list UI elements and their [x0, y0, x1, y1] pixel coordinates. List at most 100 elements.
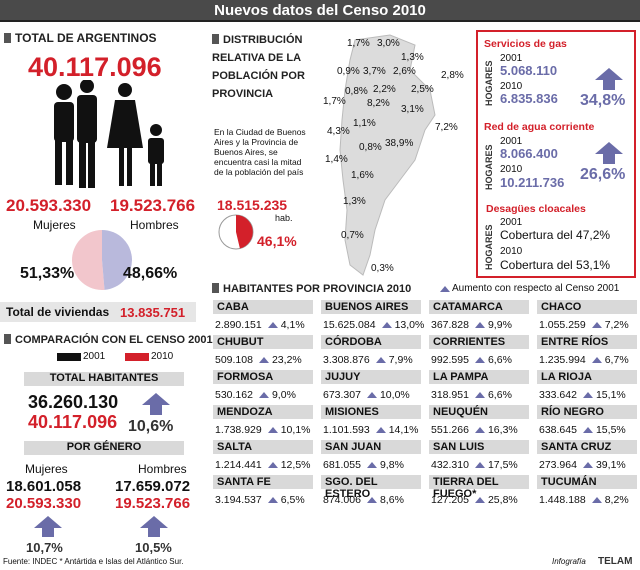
province-value: 992.595	[431, 354, 469, 366]
increase-arrow-icon	[366, 462, 377, 468]
mujeres-2010: 20.593.330	[6, 495, 82, 512]
province-name: RÍO NEGRO	[537, 405, 637, 419]
map-pct-label: 38,9%	[385, 138, 414, 149]
province-pct: 6,7%	[604, 354, 629, 366]
province-row: 1.101.593 14,1%	[323, 423, 423, 437]
gas-year-2001: 2001	[500, 53, 523, 64]
province-row: 273.964 39,1%	[539, 458, 639, 472]
cloacas-year-2010: 2010	[500, 246, 523, 257]
province-pct: 12,5%	[280, 459, 311, 471]
province-row: 1.738.929 10,1%	[215, 423, 315, 437]
map-pct-label: 3,1%	[401, 104, 424, 115]
province-row: 1.235.994 6,7%	[539, 353, 639, 367]
cloacas-2010: Cobertura del 53,1%	[500, 258, 611, 272]
province-row: 551.266 16,3%	[431, 423, 531, 437]
increase-arrow-icon	[474, 357, 485, 363]
distribucion-value: 18.515.235	[217, 197, 288, 213]
increase-arrow-icon	[591, 357, 602, 363]
province-row: 1.214.441 12,5%	[215, 458, 315, 472]
province-name: CHUBUT	[213, 335, 313, 349]
province-pct: 16,3%	[487, 424, 518, 436]
province-pct: 9,0%	[271, 389, 296, 401]
province-value: 2.890.151	[215, 319, 262, 331]
province-pct: 14,1%	[388, 424, 419, 436]
province-name: MENDOZA	[213, 405, 313, 419]
increase-arrow-icon	[366, 392, 377, 398]
map-pct-label: 0,9%	[337, 66, 360, 77]
province-name: CABA	[213, 300, 313, 314]
province-pct: 9,9%	[487, 319, 512, 331]
distribucion-pct: 46,1%	[257, 233, 297, 249]
total-heading: TOTAL DE ARGENTINOS	[4, 31, 157, 45]
province-pct: 39,1%	[595, 459, 626, 471]
province-pct: 15,1%	[595, 389, 626, 401]
province-value: 509.108	[215, 354, 253, 366]
hombres-value: 19.523.766	[110, 196, 196, 215]
gas-2001: 5.068.110	[500, 63, 558, 78]
cloacas-2001: Cobertura del 47,2%	[500, 228, 611, 242]
province-pct: 25,8%	[487, 494, 518, 506]
province-row: 15.625.084 13,0%	[323, 318, 424, 332]
agua-title: Red de agua corriente	[484, 121, 595, 133]
mujeres-pct: 51,33%	[20, 265, 75, 282]
increase-arrow-icon	[375, 357, 386, 363]
map-pct-label: 1,4%	[325, 154, 348, 165]
province-name: BUENOS AIRES	[321, 300, 421, 314]
province-value: 333.642	[539, 389, 577, 401]
increase-arrow-icon	[474, 392, 485, 398]
province-value: 1.738.929	[215, 424, 262, 436]
map-pct-label: 2,8%	[441, 70, 464, 81]
province-value: 15.625.084	[323, 319, 376, 331]
increase-arrow-icon	[591, 322, 602, 328]
increase-arrow-icon	[267, 322, 278, 328]
province-row: 367.828 9,9%	[431, 318, 531, 332]
total-2001: 36.260.130	[28, 392, 119, 412]
agua-hogares: HOGARES	[484, 144, 494, 190]
gas-up-arrow-icon	[595, 68, 623, 80]
province-pct: 15,5%	[595, 424, 626, 436]
mujeres-2001: 18.601.058	[6, 478, 82, 495]
province-value: 273.964	[539, 459, 577, 471]
province-row: 1.055.259 7,2%	[539, 318, 639, 332]
increase-arrow-icon	[474, 497, 485, 503]
province-row: 432.310 17,5%	[431, 458, 531, 472]
map-pct-label: 0,7%	[341, 230, 364, 241]
province-name: LA RIOJA	[537, 370, 637, 384]
province-row: 673.307 10,0%	[323, 388, 423, 402]
increase-arrow-icon	[267, 427, 278, 433]
total-pct: 10,6%	[128, 418, 174, 435]
province-name: CÓRDOBA	[321, 335, 421, 349]
province-value: 681.055	[323, 459, 361, 471]
province-pct: 8,2%	[604, 494, 629, 506]
map-pct-label: 1,7%	[347, 38, 370, 49]
map-pct-label: 1,3%	[343, 196, 366, 207]
por-genero-label: POR GÉNERO	[24, 441, 184, 455]
comp-mujeres-label: Mujeres	[25, 462, 68, 476]
province-value: 1.101.593	[323, 424, 370, 436]
gas-2010: 6.835.836	[500, 91, 558, 106]
map-pct-label: 1,7%	[323, 96, 346, 107]
province-pct: 10,1%	[280, 424, 311, 436]
province-value: 1.448.188	[539, 494, 586, 506]
province-name: FORMOSA	[213, 370, 313, 384]
legend-2001: 2001	[83, 351, 106, 362]
province-name: ENTRE RÍOS	[537, 335, 637, 349]
agua-year-2010: 2010	[500, 164, 523, 175]
gas-pct: 34,8%	[580, 92, 626, 109]
province-name: CATAMARCA	[429, 300, 529, 314]
legend-2010: 2010	[151, 351, 174, 362]
mujeres-label: Mujeres	[33, 218, 76, 232]
increase-arrow-icon	[582, 427, 593, 433]
increase-arrow-icon	[582, 462, 593, 468]
map-pct-label: 3,0%	[377, 38, 400, 49]
map-pct-label: 8,2%	[367, 98, 390, 109]
province-pct: 8,6%	[379, 494, 404, 506]
increase-arrow-icon	[267, 497, 278, 503]
province-pct: 7,2%	[604, 319, 629, 331]
province-name: SANTA FE	[213, 475, 313, 489]
map-pct-label: 1,6%	[351, 170, 374, 181]
province-name: NEUQUÉN	[429, 405, 529, 419]
total-value: 40.117.096	[28, 52, 162, 82]
province-name: CORRIENTES	[429, 335, 529, 349]
province-value: 551.266	[431, 424, 469, 436]
